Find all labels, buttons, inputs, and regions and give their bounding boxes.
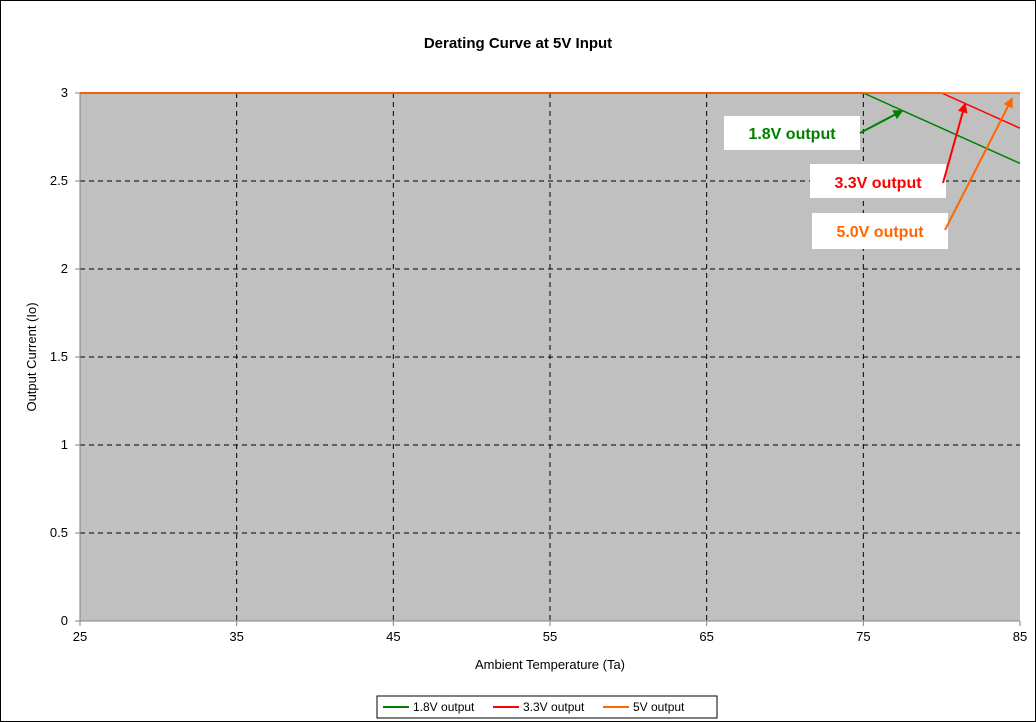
x-tick-label: 45 (386, 629, 400, 644)
legend: 1.8V output 3.3V output 5V output (376, 695, 718, 719)
annotation-box-1-8v (724, 116, 860, 150)
legend-label-3: 5V output (633, 700, 685, 714)
annotation-box-5-0v (812, 213, 948, 249)
y-tick-label: 2.5 (50, 173, 68, 188)
x-tick-label: 35 (229, 629, 243, 644)
legend-label-1: 1.8V output (413, 700, 475, 714)
x-tick-label: 55 (543, 629, 557, 644)
series-lines (80, 92, 1021, 165)
x-tick-label: 65 (699, 629, 713, 644)
x-axis-ticks: 25 35 45 55 65 75 85 (73, 621, 1027, 644)
annotation-3-3v: 3.3V output (810, 102, 968, 198)
y-tick-label: 1.5 (50, 349, 68, 364)
x-axis-label: Ambient Temperature (Ta) (475, 657, 625, 672)
y-tick-label: 1 (61, 437, 68, 452)
annotations: 1.8V output 3.3V output 5.0V output (724, 97, 1014, 249)
annotation-box-3-3v (810, 164, 946, 198)
annotation-text-5-0v: 5.0V output (836, 224, 924, 241)
y-tick-label: 0.5 (50, 525, 68, 540)
annotation-arrow-5-0v (944, 97, 1014, 231)
annotation-text-1-8v: 1.8V output (748, 126, 836, 143)
y-tick-label: 2 (61, 261, 68, 276)
annotation-arrow-1-8v (859, 109, 904, 134)
y-axis-ticks: 0 0.5 1 1.5 2 2.5 3 (50, 85, 80, 628)
x-tick-label: 85 (1013, 629, 1027, 644)
y-tick-label: 0 (61, 613, 68, 628)
chart-title: Derating Curve at 5V Input (424, 35, 612, 52)
annotation-arrow-3-3v (942, 102, 968, 184)
annotation-text-3-3v: 3.3V output (834, 175, 922, 192)
x-tick-label: 25 (73, 629, 87, 644)
x-tick-label: 75 (856, 629, 870, 644)
annotation-1-8v: 1.8V output (724, 109, 904, 150)
y-axis-label: Output Current (Io) (24, 302, 39, 411)
annotation-5-0v: 5.0V output (812, 97, 1014, 249)
legend-box (376, 695, 718, 719)
y-tick-label: 3 (61, 85, 68, 100)
legend-label-2: 3.3V output (523, 700, 585, 714)
